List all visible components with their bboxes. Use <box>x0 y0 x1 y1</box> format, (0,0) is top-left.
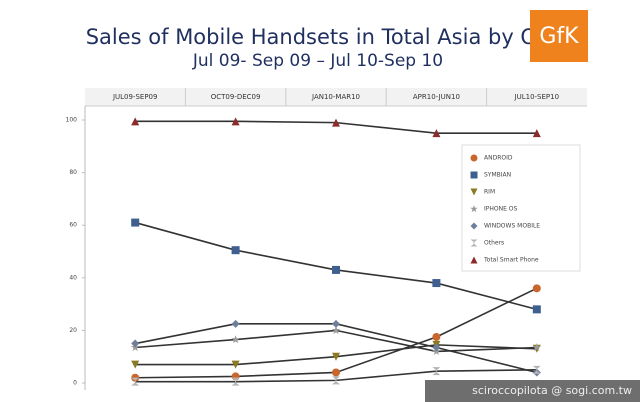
y-tick-label: 20 <box>69 327 77 334</box>
marker <box>432 332 441 341</box>
marker <box>332 376 340 385</box>
legend <box>461 144 581 272</box>
marker <box>131 377 140 386</box>
marker <box>332 118 340 127</box>
marker <box>332 352 340 361</box>
legend-label: Others <box>484 240 504 247</box>
marker <box>432 129 441 138</box>
marker <box>532 129 541 138</box>
marker <box>532 365 541 374</box>
y-tick-label: 0 <box>73 380 77 387</box>
marker <box>231 377 240 386</box>
marker <box>332 368 340 377</box>
marker <box>470 171 478 179</box>
chart-subtitle: Jul 09- Sep 09 – Jul 10-Sep 10 <box>192 51 443 71</box>
x-tick-label: JUL09-SEP09 <box>112 93 158 101</box>
legend-label: ANDROID <box>484 155 513 162</box>
x-tick-label: JAN10-MAR10 <box>311 93 360 101</box>
y-tick-label: 100 <box>66 117 78 124</box>
marker <box>332 319 340 328</box>
marker <box>432 343 441 352</box>
marker <box>131 339 140 348</box>
marker <box>131 360 140 369</box>
legend-label: Total Smart Phone <box>483 257 539 264</box>
marker <box>432 279 441 288</box>
marker <box>231 117 240 126</box>
marker <box>470 205 478 213</box>
watermark: sciroccopilota @ sogi.com.tw <box>472 384 632 397</box>
chart-title: Sales of Mobile Handsets in Total Asia b… <box>86 25 551 49</box>
marker <box>532 305 541 314</box>
x-tick-label: JUL10-SEP10 <box>514 93 560 101</box>
marker <box>470 222 478 230</box>
logo-box <box>530 10 588 62</box>
marker <box>231 360 240 369</box>
marker <box>532 284 541 293</box>
legend-label: WINDOWS MOBILE <box>484 223 540 230</box>
x-tick-label: APR10-JUN10 <box>413 93 460 101</box>
marker <box>470 239 478 247</box>
marker <box>331 326 341 334</box>
header-band <box>85 88 587 106</box>
logo: GfK <box>539 24 579 49</box>
marker <box>532 343 541 352</box>
y-tick-label: 40 <box>69 274 77 281</box>
y-tick-label: 80 <box>69 169 77 176</box>
marker <box>470 256 478 264</box>
marker <box>332 265 340 274</box>
marker <box>231 319 240 328</box>
marker <box>231 246 240 255</box>
marker <box>231 335 240 344</box>
marker <box>432 367 441 376</box>
marker <box>131 218 140 227</box>
watermark-bar <box>425 380 640 402</box>
marker <box>131 117 140 126</box>
legend-label: RIM <box>484 189 495 196</box>
marker <box>470 154 478 162</box>
legend-label: IPHONE OS <box>484 206 518 213</box>
x-tick-label: OCT09-DEC09 <box>211 93 261 101</box>
marker <box>470 188 478 196</box>
legend-label: SYMBIAN <box>484 172 511 179</box>
y-tick-label: 60 <box>69 222 77 229</box>
